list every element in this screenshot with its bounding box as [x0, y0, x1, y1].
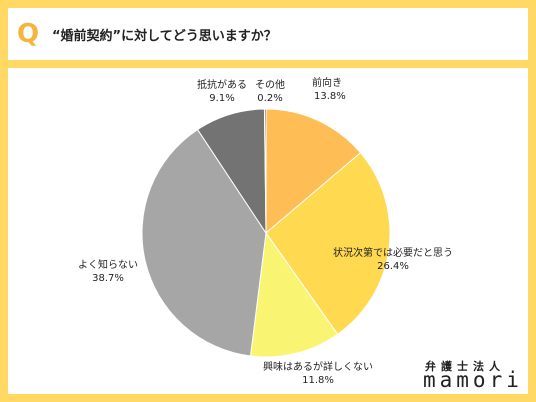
slice-value-2: 26.4%	[377, 261, 409, 272]
pie-slice-2	[265, 152, 391, 335]
slice-value-5: 9.1%	[209, 93, 234, 104]
slice-label-3: 興味はあるが詳しくない	[263, 360, 373, 373]
question-header: Q “婚前契約”に対してどう思いますか？	[8, 8, 528, 60]
slice-label-2: 状況次第では必要だと思う	[333, 246, 453, 259]
q-mark-icon: Q	[16, 19, 40, 49]
slice-label-4: よく知らない	[78, 258, 138, 271]
slice-value-3: 11.8%	[302, 375, 334, 386]
slice-value-4: 38.7%	[92, 273, 124, 284]
question-title: “婚前契約”に対してどう思いますか？	[52, 28, 277, 44]
slice-value-6: 0.2%	[257, 93, 282, 104]
brand-subtitle: 弁護士法人	[425, 360, 505, 373]
slice-label-5: 抵抗がある	[197, 78, 247, 91]
pie-slice-6	[263, 108, 267, 234]
pie-slice-3	[249, 231, 339, 358]
slice-label-6: その他	[255, 78, 285, 91]
pie-slice-1	[265, 108, 362, 235]
slice-value-1: 13.8%	[314, 91, 346, 102]
brand-logo: mamori	[423, 368, 523, 392]
slice-label-1: 前向き	[312, 76, 342, 89]
